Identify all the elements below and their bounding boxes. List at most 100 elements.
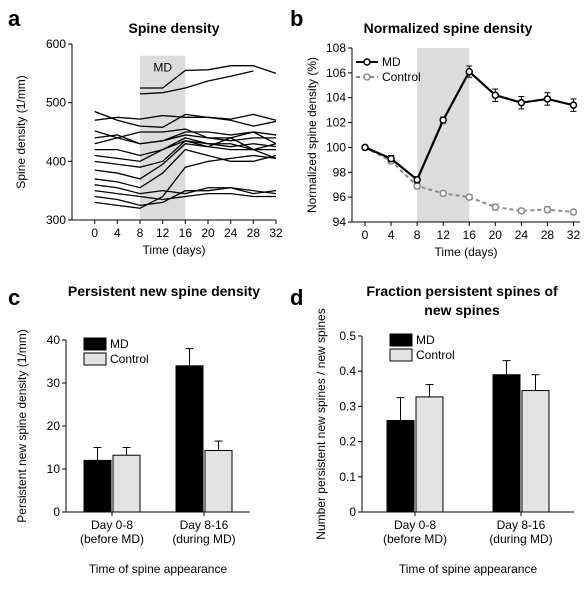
- category-label: Day 0-8: [91, 518, 133, 532]
- chart-fraction-persistent-spines: Fraction persistent spines of new spines 0…: [314, 283, 574, 576]
- series-line-control: [364, 146, 574, 214]
- y-tick-label: 0: [53, 505, 60, 519]
- x-tick-label: 20: [201, 226, 215, 240]
- category-label: Day 8-16: [497, 518, 546, 532]
- series-line-1: [140, 65, 277, 89]
- legend-label-md: MD: [110, 337, 129, 351]
- chart-title: Spine density: [128, 20, 219, 36]
- x-tick-label: 12: [156, 226, 170, 240]
- x-tick-label: 8: [137, 226, 144, 240]
- y-tick-label: 106: [326, 66, 346, 80]
- chart-title: Fraction persistent spines of: [366, 283, 558, 299]
- x-tick-label: 4: [114, 226, 121, 240]
- series-line-5: [94, 130, 277, 145]
- shade-label: MD: [153, 61, 172, 75]
- legend-label-md: MD: [416, 333, 435, 347]
- x-tick-label: 24: [224, 226, 238, 240]
- legend-swatch-control: [83, 352, 107, 366]
- series-line-9: [94, 137, 277, 163]
- point-control: [543, 205, 552, 214]
- y-axis-label: Persistent new spine density (1/mm): [15, 329, 29, 522]
- point-md: [413, 175, 421, 184]
- series-line-12: [94, 148, 277, 189]
- series-line-11: [94, 137, 276, 180]
- y-axis-label: Normalized spine density (%): [305, 57, 319, 213]
- legend-label-control: Control: [110, 352, 149, 366]
- point-control: [439, 189, 447, 198]
- x-axis-label: Time (days): [143, 243, 206, 257]
- chart-normalized-spine-density: Normalized spine density 94 96 98 100 102 104 1…: [305, 20, 580, 259]
- x-tick-label: 0: [362, 228, 369, 242]
- legend-label-control: Control: [416, 348, 455, 362]
- series-line-6: [94, 134, 276, 145]
- point-control: [413, 182, 421, 190]
- x-tick-label: 28: [541, 228, 555, 242]
- y-tick-label: 400: [46, 154, 66, 168]
- point-md: [387, 154, 395, 163]
- y-tick-label: 300: [46, 213, 66, 227]
- bar-md: [83, 459, 112, 513]
- series-line-14: [94, 190, 276, 201]
- series-line-10: [94, 140, 277, 168]
- legend-marker-control: [363, 73, 371, 81]
- y-tick-label: 96: [333, 190, 347, 204]
- series-line-4: [94, 114, 277, 127]
- x-tick-label: 4: [388, 228, 395, 242]
- x-tick-label: 16: [179, 226, 193, 240]
- series-line-16: [94, 154, 277, 209]
- point-md: [439, 116, 447, 124]
- category-label: (during MD): [489, 532, 552, 546]
- point-md: [491, 91, 500, 99]
- y-tick-label: 94: [333, 215, 347, 229]
- category-label: (before MD): [80, 532, 144, 546]
- bar-md: [386, 419, 415, 513]
- series-line-15: [94, 187, 277, 206]
- y-tick-label: 500: [46, 96, 66, 110]
- point-md: [517, 98, 526, 107]
- y-tick-label: 0.2: [339, 435, 356, 449]
- chart-title: Persistent new spine density: [68, 283, 260, 299]
- y-tick-label: 30: [47, 376, 61, 390]
- x-tick-label: 16: [463, 228, 477, 242]
- y-tick-label: 104: [326, 91, 346, 105]
- category-label: Day 8-16: [180, 518, 229, 532]
- bar-control: [521, 390, 550, 513]
- series-line-2: [139, 70, 254, 95]
- panel-letter-b: b: [290, 6, 303, 31]
- legend-marker-md: [363, 58, 371, 66]
- legend-label-control: Control: [382, 70, 421, 84]
- chart-title: Normalized spine density: [364, 20, 533, 36]
- x-axis-label: Time of spine appearance: [89, 562, 228, 576]
- y-tick-label: 98: [333, 165, 347, 179]
- panel-letter-d: d: [290, 285, 303, 310]
- y-tick-label: 600: [46, 37, 66, 51]
- bar-control: [415, 396, 444, 513]
- x-tick-label: 12: [437, 228, 451, 242]
- bar-md: [175, 365, 204, 513]
- x-tick-label: 28: [247, 226, 261, 240]
- y-tick-label: 10: [47, 462, 61, 476]
- y-tick-label: 0.4: [339, 364, 356, 378]
- series-line-7: [94, 128, 277, 145]
- legend-swatch-md: [389, 333, 413, 347]
- legend-swatch-md: [83, 337, 107, 351]
- chart-title: new spines: [424, 302, 500, 318]
- point-md: [361, 143, 369, 152]
- md-shade: [140, 55, 186, 220]
- panel-letter-c: c: [8, 285, 20, 310]
- y-tick-label: 102: [326, 116, 346, 130]
- y-axis-label: Spine density (1/mm): [14, 75, 28, 188]
- point-control: [465, 193, 474, 201]
- point-md: [543, 95, 552, 103]
- point-control: [517, 207, 526, 215]
- x-axis-label: Time (days): [435, 245, 498, 259]
- legend-swatch-control: [389, 348, 413, 362]
- y-tick-label: 0: [349, 505, 356, 519]
- y-axis-label: Number persistent new spines / new spine…: [314, 308, 328, 539]
- series-line-13: [94, 184, 277, 195]
- point-control: [491, 203, 500, 211]
- y-tick-label: 0.3: [339, 399, 356, 413]
- chart-spine-density: Spine density MD 300 400 500 600 0 4 8 12 16 20 24 28…: [14, 20, 283, 257]
- y-tick-label: 0.1: [339, 470, 356, 484]
